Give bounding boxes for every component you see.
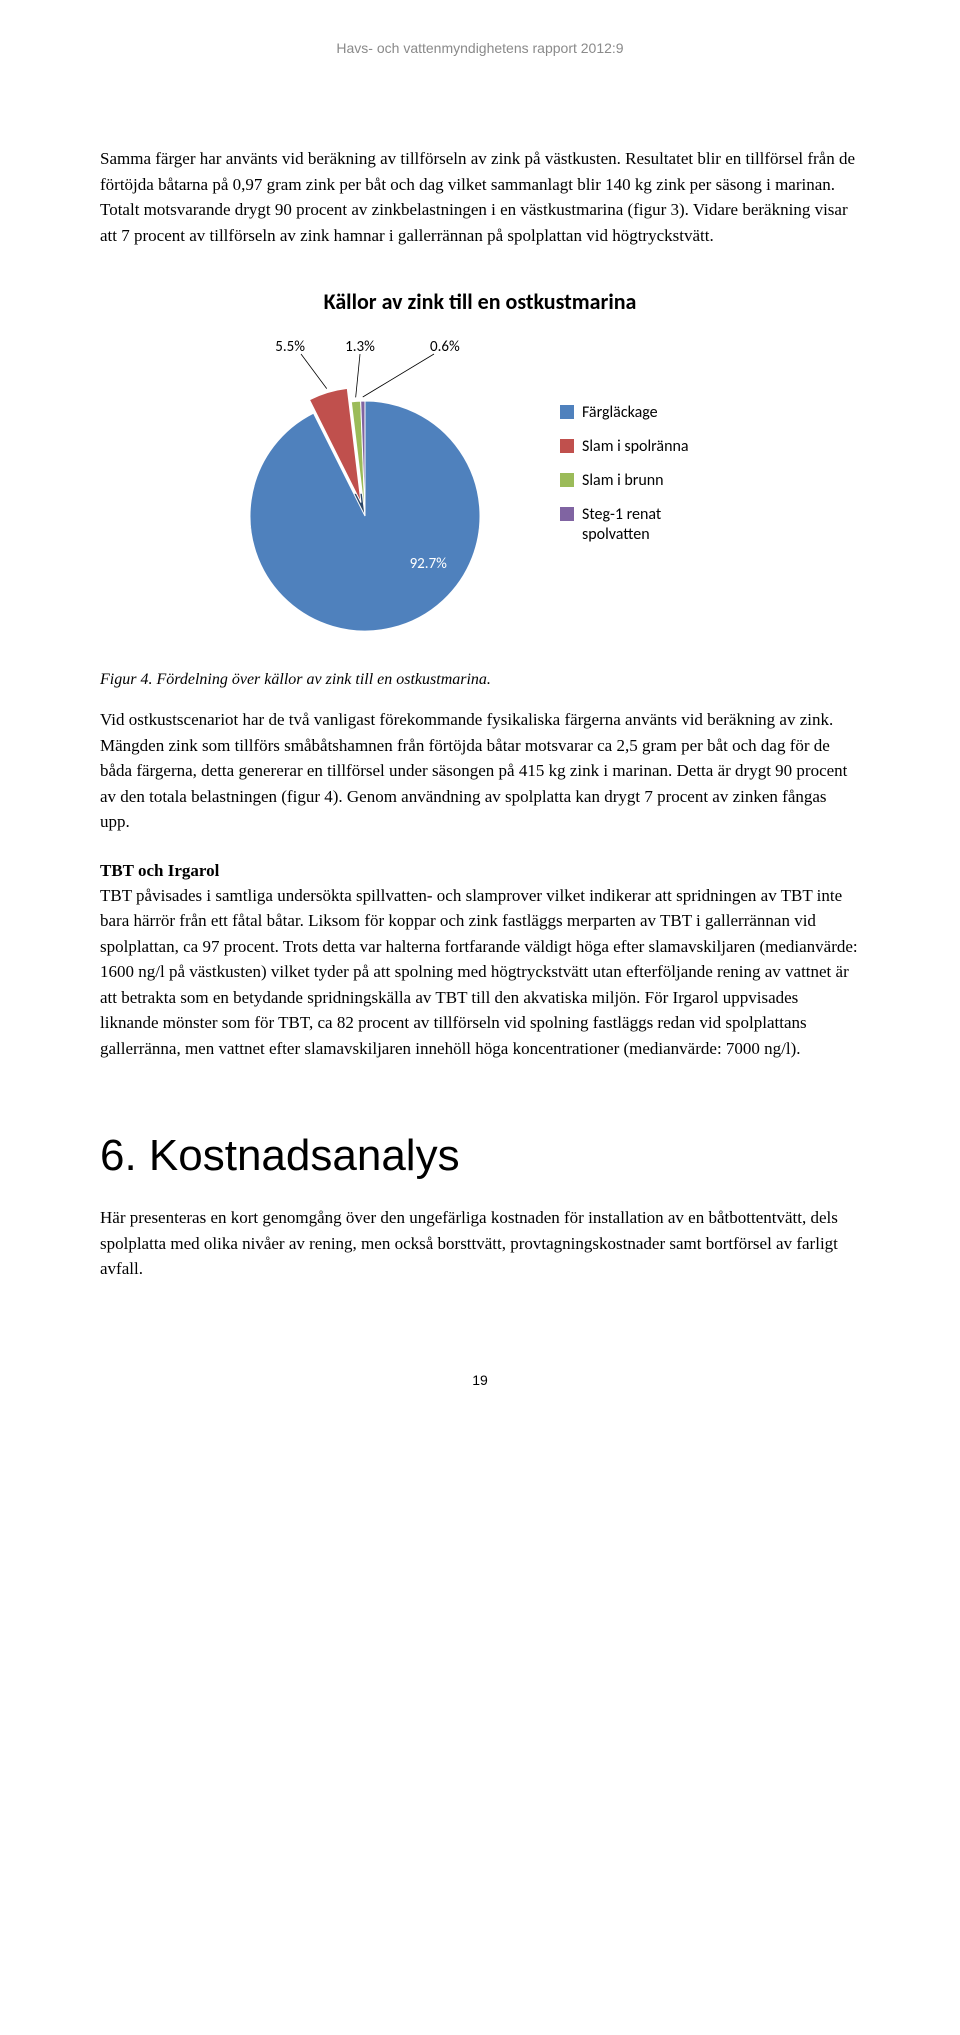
section-heading: 6. Kostnadsanalys	[100, 1131, 860, 1181]
subheading-tbt: TBT och Irgarol	[100, 861, 860, 881]
legend-item: Slam i brunn	[560, 471, 722, 491]
legend-label: Slam i brunn	[582, 471, 664, 491]
document-page: Havs- och vattenmyndighetens rapport 201…	[0, 0, 960, 1448]
paragraph-2: Vid ostkustscenariot har de två vanligas…	[100, 707, 860, 835]
paragraph-3: TBT påvisades i samtliga undersökta spil…	[100, 883, 860, 1062]
leader-line	[356, 354, 360, 397]
figure-caption: Figur 4. Fördelning över källor av zink …	[100, 671, 860, 689]
legend-item: Färgläckage	[560, 403, 722, 423]
slice-label: 5.5%	[275, 338, 305, 356]
chart-title: Källor av zink till en ostkustmarina	[200, 288, 760, 315]
legend-label: Slam i spolränna	[582, 437, 689, 457]
slice-label: 1.3%	[345, 338, 375, 356]
pie-chart-figure: Källor av zink till en ostkustmarina 92.…	[200, 288, 760, 641]
running-header: Havs- och vattenmyndighetens rapport 201…	[100, 40, 860, 56]
legend-swatch	[560, 405, 574, 419]
page-number: 19	[100, 1372, 860, 1388]
slice-label: 0.6%	[430, 338, 460, 356]
legend-swatch	[560, 473, 574, 487]
chart-legend: Färgläckage Slam i spolränna Slam i brunn S…	[560, 403, 722, 559]
leader-line	[363, 354, 434, 397]
slice-label: 92.7%	[410, 555, 448, 573]
pie-chart-svg: 92.7% 5.5% 1.3% 0.6%	[200, 321, 530, 641]
legend-swatch	[560, 507, 574, 521]
legend-item: Steg-1 renat spolvatten	[560, 505, 722, 545]
paragraph-4: Här presenteras en kort genomgång över d…	[100, 1205, 860, 1282]
legend-swatch	[560, 439, 574, 453]
paragraph-1: Samma färger har använts vid beräkning a…	[100, 146, 860, 248]
leader-line	[301, 354, 327, 389]
legend-item: Slam i spolränna	[560, 437, 722, 457]
pie-chart-row: 92.7% 5.5% 1.3% 0.6% Färgläckage Slam i spol…	[200, 321, 760, 641]
legend-label: Steg-1 renat spolvatten	[582, 505, 722, 545]
legend-label: Färgläckage	[582, 403, 658, 423]
